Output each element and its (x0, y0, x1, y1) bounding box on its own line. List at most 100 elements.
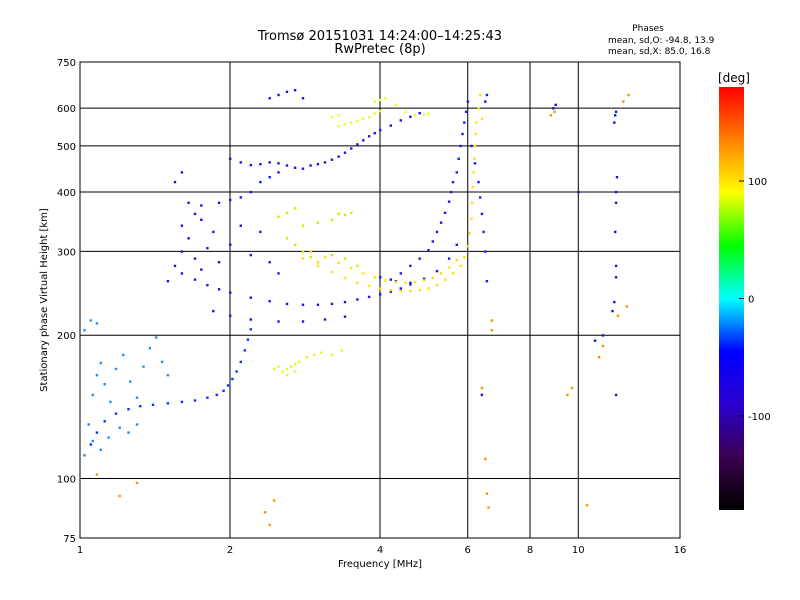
data-point (389, 288, 392, 292)
x-tick-label: 6 (465, 545, 471, 556)
data-point (479, 93, 482, 97)
data-point (549, 114, 552, 117)
data-point (222, 389, 225, 392)
data-point (193, 212, 197, 216)
data-point (459, 144, 462, 148)
data-point (180, 400, 184, 404)
data-point (455, 243, 458, 246)
data-point (127, 431, 130, 434)
data-point (206, 284, 209, 287)
data-point (330, 302, 334, 306)
data-point (249, 328, 252, 331)
grid-lines (80, 62, 680, 538)
data-point (409, 115, 412, 118)
data-point (593, 339, 597, 342)
data-point (249, 296, 252, 299)
data-point (480, 386, 484, 390)
data-point (249, 163, 252, 167)
data-point (367, 135, 371, 138)
data-point (384, 279, 387, 282)
y-tick-label: 200 (57, 331, 76, 342)
data-point (263, 511, 267, 514)
data-point (484, 457, 487, 461)
data-point (323, 256, 327, 259)
y-tick-label: 75 (63, 534, 76, 545)
data-point (552, 107, 555, 110)
data-point (399, 272, 402, 275)
data-point (127, 408, 130, 411)
data-point (122, 353, 125, 357)
data-point (379, 109, 382, 113)
data-point (301, 167, 305, 170)
data-point (373, 112, 376, 115)
data-point (443, 278, 447, 281)
data-point (217, 261, 221, 264)
data-point (431, 276, 434, 280)
data-point (435, 269, 439, 273)
data-point (135, 423, 139, 426)
data-point (422, 113, 426, 116)
y-tick-label: 600 (57, 104, 76, 115)
data-point (471, 185, 475, 189)
data-point (480, 212, 484, 216)
data-point (614, 190, 618, 194)
data-point (103, 420, 106, 423)
data-point (301, 257, 305, 260)
data-point (249, 318, 252, 321)
data-point (285, 237, 289, 240)
data-point (394, 103, 398, 107)
data-point (611, 309, 614, 313)
data-point (431, 240, 434, 243)
data-point (447, 266, 451, 269)
data-point (614, 114, 617, 117)
data-point (95, 374, 99, 377)
data-point (627, 93, 630, 97)
data-point (309, 164, 312, 167)
data-point (268, 176, 271, 179)
data-point (343, 213, 347, 217)
data-point (305, 356, 308, 359)
data-point (399, 287, 402, 290)
data-point (480, 117, 484, 121)
data-point (451, 180, 455, 184)
data-point (477, 180, 480, 184)
data-point (566, 393, 569, 397)
data-point (243, 349, 246, 352)
data-point (316, 163, 320, 166)
colorbar-tick-label: -100 (748, 412, 771, 423)
data-point (187, 201, 190, 204)
data-point (320, 351, 323, 354)
data-point (585, 504, 589, 507)
data-point (367, 284, 371, 288)
data-point (490, 319, 493, 322)
data-point (330, 115, 334, 119)
data-point (259, 180, 262, 184)
data-point (439, 221, 443, 224)
data-point (399, 289, 402, 293)
data-point (601, 334, 605, 337)
data-point (109, 400, 112, 404)
data-point (193, 278, 197, 281)
data-point (173, 264, 177, 268)
colorbar: [deg] 100 0 -100 (718, 71, 771, 510)
data-point (337, 212, 340, 216)
data-point (239, 161, 242, 164)
data-point (206, 396, 209, 399)
data-point (389, 290, 392, 293)
data-point (350, 211, 353, 214)
data-point (206, 247, 209, 250)
data-point (277, 93, 280, 97)
data-point (297, 360, 301, 364)
data-point (301, 97, 305, 100)
x-tick-label: 4 (377, 545, 383, 556)
data-point (301, 224, 305, 227)
data-point (239, 224, 242, 227)
data-point (484, 250, 487, 253)
x-axis-label: Frequency [MHz] (338, 559, 422, 570)
phases-o-stats: mean, sd,O: -94.8, 13.9 (608, 36, 715, 46)
y-tick-label: 400 (57, 188, 76, 199)
data-point (272, 499, 276, 502)
data-point (418, 112, 421, 115)
data-point (337, 125, 340, 128)
data-point (480, 393, 484, 397)
